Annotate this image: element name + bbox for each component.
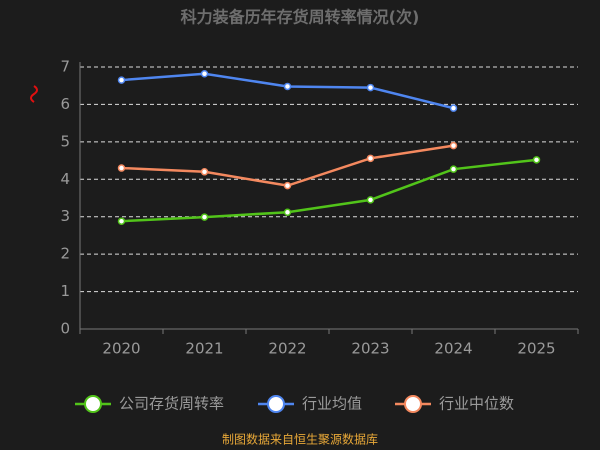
- point: [117, 76, 126, 84]
- y-tick-label: 3: [60, 207, 70, 225]
- point: [366, 196, 375, 204]
- point: [200, 69, 209, 78]
- point: [283, 181, 292, 190]
- point: [283, 208, 292, 216]
- x-tick-label: 2021: [185, 340, 223, 358]
- source-note: 制图数据来自恒生聚源数据库: [222, 432, 378, 447]
- point: [366, 154, 375, 163]
- point: [449, 165, 458, 173]
- y-tick-label: 5: [60, 132, 70, 150]
- legend-label: 行业中位数: [439, 395, 514, 413]
- point: [117, 164, 126, 172]
- point: [366, 83, 375, 92]
- chart-title: 科力装备历年存货周转率情况(次): [181, 8, 420, 27]
- x-tick-label: 2025: [517, 340, 555, 358]
- y-tick-label: 0: [60, 320, 70, 338]
- legend-marker: [404, 395, 422, 413]
- point: [117, 217, 126, 225]
- point: [449, 104, 458, 112]
- legend-label: 行业均值: [302, 395, 362, 413]
- point: [283, 82, 292, 91]
- y-tick-label: 1: [60, 282, 70, 300]
- x-tick-label: 2023: [351, 340, 389, 358]
- y-tick-label: 4: [60, 170, 70, 188]
- logo: [30, 85, 38, 103]
- legend-marker: [267, 395, 285, 413]
- y-tick-label: 2: [60, 245, 70, 263]
- point: [200, 213, 209, 221]
- y-tick-label: 7: [60, 58, 70, 76]
- x-tick-label: 2022: [268, 340, 306, 358]
- y-tick-label: 6: [60, 95, 70, 113]
- legend-label: 公司存货周转率: [119, 395, 224, 413]
- x-tick-label: 2024: [434, 340, 472, 358]
- series-line: [121, 158, 537, 223]
- point: [532, 156, 541, 164]
- point: [449, 141, 458, 150]
- legend-marker: [84, 395, 102, 413]
- point: [200, 168, 209, 176]
- x-tick-label: 2020: [102, 340, 140, 358]
